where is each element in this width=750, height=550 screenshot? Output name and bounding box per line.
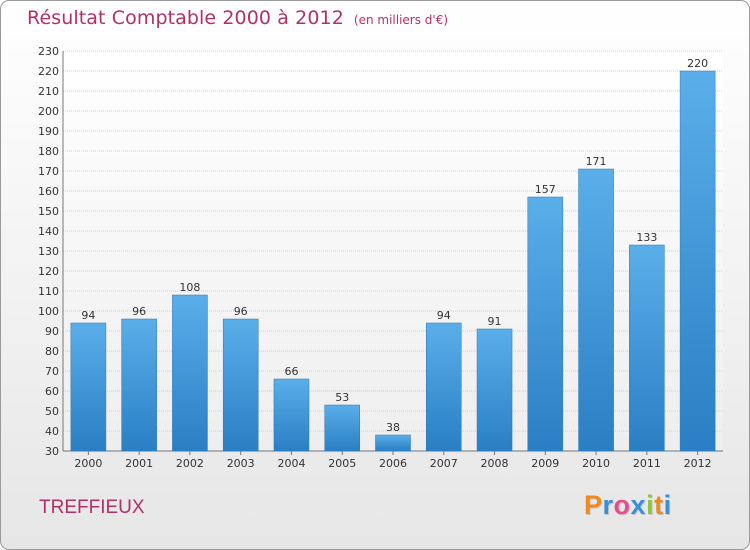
bar [527, 196, 564, 452]
bar-value-label: 66 [284, 365, 298, 378]
y-tick-label: 170 [38, 165, 59, 178]
bar [476, 328, 513, 452]
y-tick-label: 190 [38, 125, 59, 138]
y-tick-label: 60 [45, 385, 59, 398]
bar [121, 318, 157, 452]
y-tick-label: 90 [45, 325, 59, 338]
commune-name: TREFFIEUX [39, 497, 145, 518]
chart-title: Résultat Comptable 2000 à 2012 (en millie… [27, 7, 448, 29]
bar-value-label: 96 [132, 305, 146, 318]
bar-value-label: 220 [687, 57, 708, 70]
bar-value-label: 94 [437, 309, 451, 322]
x-tick-label: 2010 [582, 457, 610, 470]
logo-letter: r [602, 490, 614, 520]
bar-value-label: 157 [535, 183, 556, 196]
bar [273, 378, 310, 452]
y-tick-label: 140 [38, 225, 59, 238]
x-tick-label: 2009 [531, 457, 559, 470]
logo-letter: o [613, 490, 631, 520]
bar-value-label: 38 [386, 421, 400, 434]
y-tick-label: 180 [38, 145, 59, 158]
chart-title-main: Résultat Comptable 2000 à 2012 [27, 7, 344, 29]
bar [222, 318, 259, 452]
y-tick-label: 40 [45, 425, 59, 438]
y-tick-label: 30 [45, 445, 59, 458]
bar [172, 294, 208, 452]
y-tick-label: 230 [38, 45, 59, 58]
x-tick-label: 2012 [684, 457, 712, 470]
y-tick-label: 110 [38, 285, 59, 298]
bar-value-label: 96 [234, 305, 248, 318]
x-tick-label: 2002 [176, 457, 204, 470]
bar-value-label: 171 [586, 155, 607, 168]
x-tick-label: 2004 [277, 457, 305, 470]
bar [70, 322, 107, 452]
x-tick-label: 2003 [227, 457, 255, 470]
logo-letter: x [630, 490, 647, 520]
proxiti-logo: Proxiti [584, 490, 672, 521]
y-tick-label: 80 [45, 345, 59, 358]
x-tick-label: 2001 [125, 457, 153, 470]
y-tick-label: 150 [38, 205, 59, 218]
y-tick-label: 210 [38, 85, 59, 98]
bar [578, 168, 614, 452]
y-tick-label: 70 [45, 365, 59, 378]
x-tick-label: 2008 [481, 457, 509, 470]
bar-value-label: 53 [335, 391, 349, 404]
bar [324, 404, 360, 452]
y-tick-label: 160 [38, 185, 59, 198]
x-tick-label: 2006 [379, 457, 407, 470]
bar [679, 70, 716, 452]
bar [426, 322, 462, 452]
bar [375, 434, 411, 452]
y-tick-label: 120 [38, 265, 59, 278]
bar-value-label: 133 [636, 231, 657, 244]
bar-value-label: 94 [81, 309, 95, 322]
bar-value-label: 91 [488, 315, 502, 328]
y-tick-label: 50 [45, 405, 59, 418]
logo-letter: P [584, 490, 603, 520]
y-tick-label: 220 [38, 65, 59, 78]
logo-letter: i [663, 490, 672, 520]
y-tick-label: 100 [38, 305, 59, 318]
bar [629, 244, 665, 452]
x-tick-label: 2005 [328, 457, 356, 470]
y-tick-label: 130 [38, 245, 59, 258]
y-tick-label: 200 [38, 105, 59, 118]
x-tick-label: 2007 [430, 457, 458, 470]
logo-letter: i [646, 490, 655, 520]
logo-letter: t [654, 490, 664, 520]
x-tick-label: 2000 [74, 457, 102, 470]
x-tick-label: 2011 [633, 457, 661, 470]
chart-unit-label: (en milliers d'€) [353, 13, 449, 27]
bar-value-label: 108 [179, 281, 200, 294]
